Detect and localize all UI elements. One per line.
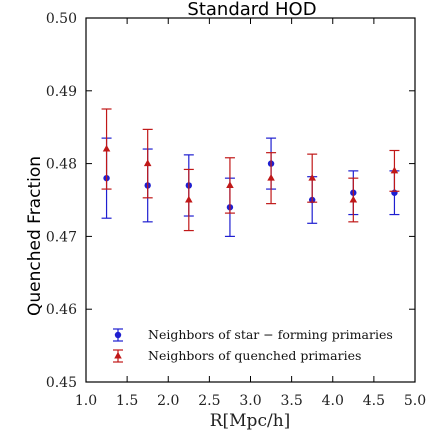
- data-point: [226, 181, 234, 188]
- x-axis-label: R[Mpc/h]: [210, 411, 291, 431]
- chart-title: Standard HOD: [187, 0, 316, 20]
- legend: Neighbors of star − forming primaries Ne…: [113, 327, 393, 363]
- data-point: [143, 159, 152, 167]
- y-tick-label: 0.50: [46, 11, 77, 27]
- legend-marker: [114, 331, 122, 339]
- x-tick-label: 1.0: [75, 393, 97, 409]
- data-point: [267, 173, 275, 181]
- data-point: [308, 173, 316, 181]
- data-marks: [101, 108, 400, 237]
- x-tick-label: 2.0: [157, 393, 179, 409]
- y-tick-label: 0.47: [46, 229, 77, 245]
- legend-marker: [114, 351, 122, 359]
- x-tick-label: 3.5: [280, 393, 302, 409]
- y-tick-label: 0.48: [46, 157, 77, 173]
- y-axis-label: Quenched Fraction: [25, 156, 45, 316]
- y-tick-label: 0.45: [46, 375, 77, 391]
- x-tick-label: 4.5: [363, 393, 385, 409]
- y-tick-label: 0.49: [46, 84, 77, 100]
- axes: 1.0 1.5 2.0 2.5 3.0 3.5 4.0 4.5 5.0 0.45 0.46 0.47 0…: [46, 11, 426, 409]
- legend-symbol-quenched: [113, 349, 123, 363]
- legend-label-star-forming: Neighbors of star − forming primaries: [148, 327, 393, 342]
- x-tick-label: 1.5: [116, 393, 138, 409]
- x-tick-label: 4.0: [322, 393, 344, 409]
- y-tick-label: 0.46: [46, 302, 77, 318]
- data-point: [390, 166, 399, 174]
- data-point: [102, 144, 111, 152]
- legend-symbol-star-forming: [113, 328, 123, 342]
- data-point: [349, 195, 358, 203]
- series-quenched: [101, 108, 400, 232]
- data-point: [185, 195, 193, 203]
- x-tick-label: 5.0: [404, 393, 426, 409]
- x-tick-label: 2.5: [198, 393, 220, 409]
- x-tick-label: 3.0: [239, 393, 261, 409]
- legend-label-quenched: Neighbors of quenched primaries: [148, 348, 361, 363]
